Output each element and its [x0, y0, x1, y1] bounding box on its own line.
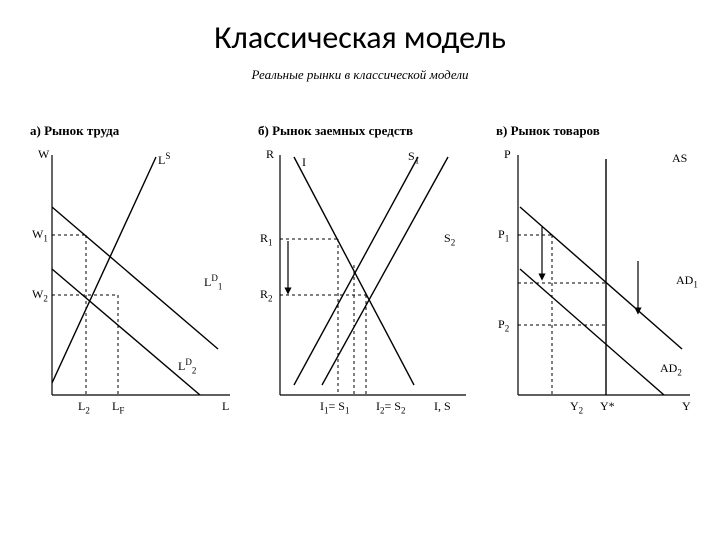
- panel-b-graph: R I S1 S2 R1 R2 I1= S1 I2= S2 I, S: [258, 145, 476, 445]
- panel-a: а) Рынок труда: [30, 123, 240, 483]
- panel-c-xlabel: Y: [682, 399, 691, 414]
- panel-a-l2: L2: [78, 399, 90, 415]
- panel-a-w2: W2: [32, 287, 48, 303]
- page-subtitle: Реальные рынки в классической модели: [0, 67, 720, 83]
- panel-c-ystar: Y*: [600, 399, 615, 414]
- panel-b-r1: R1: [260, 231, 273, 247]
- panel-b-svg: [258, 145, 476, 405]
- panel-b-i1s1: I1= S1: [320, 399, 349, 415]
- panel-a-title: а) Рынок труда: [30, 123, 240, 139]
- panel-b-r2: R2: [260, 287, 273, 303]
- panel-c-y2: Y2: [570, 399, 583, 415]
- panel-c-as: AS: [672, 151, 687, 166]
- panels-row: а) Рынок труда: [0, 123, 720, 503]
- panel-c-graph: P AS P1 P2 AD1 AD2 Y2 Y* Y: [496, 145, 696, 445]
- panel-a-ld2: LD2: [178, 357, 196, 375]
- panel-c-ad2: AD2: [660, 361, 682, 377]
- panel-b-title: б) Рынок заемных средств: [258, 123, 476, 139]
- panel-b: б) Рынок заемных средств: [258, 123, 476, 483]
- panel-b-i2s2: I2= S2: [376, 399, 405, 415]
- panel-c-title: в) Рынок товаров: [496, 123, 696, 139]
- panel-c-p2: P2: [498, 317, 509, 333]
- panel-b-s2: S2: [444, 231, 455, 247]
- panel-c: в) Рынок товаров: [496, 123, 696, 483]
- panel-c-p1: P1: [498, 227, 509, 243]
- panel-a-xlabel: L: [222, 399, 229, 414]
- panel-b-ylabel: R: [266, 147, 274, 162]
- panel-c-ad1: AD1: [676, 273, 698, 289]
- panel-a-w1: W1: [32, 227, 48, 243]
- panel-a-ylabel: W: [38, 147, 49, 162]
- panel-b-xlabel: I, S: [434, 399, 451, 414]
- panel-a-ld1: LD1: [204, 273, 222, 291]
- panel-a-ls-label: LS: [158, 151, 170, 168]
- panel-a-lf: LF: [112, 399, 124, 415]
- panel-b-i: I: [302, 155, 306, 170]
- panel-c-ylabel: P: [504, 147, 511, 162]
- page-title: Классическая модель: [0, 0, 720, 57]
- panel-b-s1: S1: [408, 149, 419, 165]
- panel-a-graph: W LS W1 W2 LD1 LD2 L2 LF L: [30, 145, 240, 445]
